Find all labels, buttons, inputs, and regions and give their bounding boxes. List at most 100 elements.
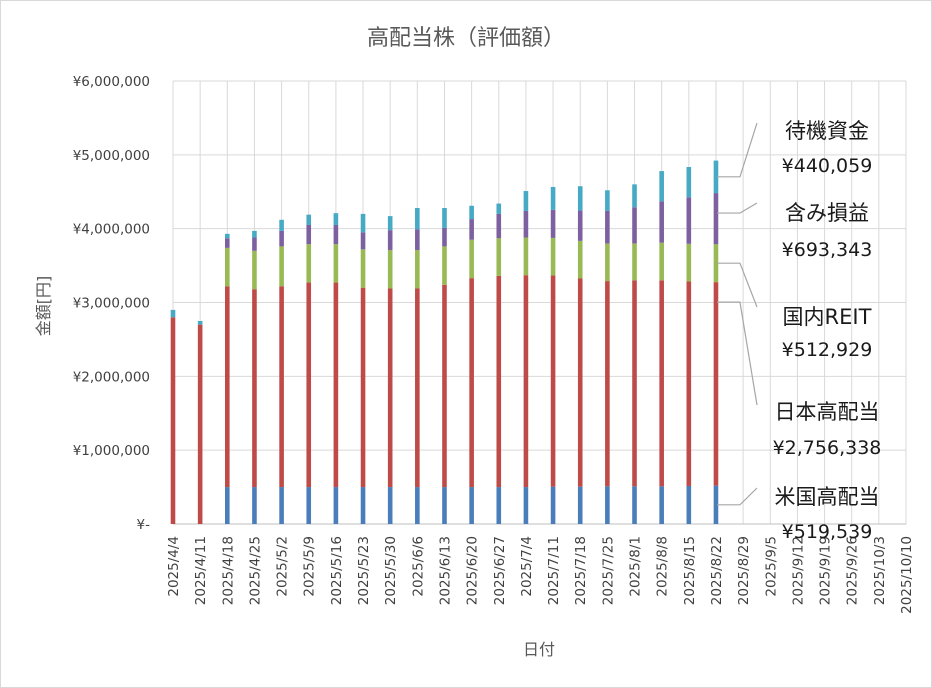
y-tick-label: ¥- — [137, 517, 151, 533]
bar-segment — [279, 219, 284, 231]
bar-segment — [252, 289, 257, 488]
bar-segment — [442, 284, 447, 488]
x-tick-label: 2025/7/11 — [546, 536, 562, 605]
bar-segment — [360, 249, 366, 288]
bar-segment — [713, 485, 719, 524]
bar-segment — [523, 191, 529, 211]
bar-segment — [659, 201, 664, 243]
bar-segment — [279, 230, 284, 247]
bar-segment — [577, 186, 583, 211]
bar-segment — [197, 320, 203, 325]
bar-segment — [224, 247, 230, 287]
bar-segment — [415, 288, 420, 488]
y-tick-label: ¥4,000,000 — [73, 222, 150, 238]
bar-segment — [306, 487, 312, 524]
bar-segment — [550, 209, 556, 238]
x-tick-label: 2025/5/2 — [275, 536, 291, 597]
annotation-leader-line — [716, 301, 758, 406]
x-tick-label: 2025/9/26 — [845, 536, 861, 605]
bar-segment — [333, 282, 339, 488]
bar-segment — [713, 244, 719, 283]
bar-segment — [442, 207, 447, 228]
bar-segment — [550, 486, 556, 524]
y-tick-label: ¥3,000,000 — [73, 296, 150, 312]
x-tick-label: 2025/4/11 — [193, 536, 209, 605]
x-tick-label: 2025/8/22 — [709, 536, 725, 605]
x-tick-label: 2025/8/1 — [628, 536, 644, 597]
bar-segment — [197, 324, 203, 524]
bar-segment — [469, 487, 474, 524]
bar-segment — [713, 160, 719, 194]
x-tick-label: 2025/4/25 — [247, 536, 263, 605]
x-tick-label: 2025/6/20 — [465, 536, 481, 605]
bar-segment — [170, 317, 176, 524]
y-tick-label: ¥5,000,000 — [73, 148, 150, 164]
bar-segment — [252, 487, 257, 524]
bar-segment — [360, 487, 366, 524]
bar-segment — [306, 244, 312, 283]
bar-segment — [306, 224, 312, 245]
bar-segment — [550, 237, 556, 276]
bar-segment — [523, 487, 529, 524]
annotation-value: ¥519,539 — [782, 521, 873, 543]
bar-segment — [713, 282, 719, 486]
bar-segment — [577, 486, 583, 524]
bar-segment — [659, 171, 664, 202]
bar-segment — [279, 286, 284, 488]
bar-segment — [469, 219, 474, 240]
bar-segment — [577, 278, 583, 487]
bar-segment — [523, 237, 529, 276]
y-tick-label: ¥2,000,000 — [73, 369, 150, 385]
bar-segment — [686, 281, 692, 486]
bar-segment — [387, 250, 393, 289]
bar-segment — [415, 207, 420, 230]
bar-segment — [387, 216, 393, 231]
bar-segment — [306, 282, 312, 488]
bar-segment — [496, 275, 502, 488]
y-axis-ticks: ¥- ¥1,000,000 ¥2,000,000 ¥3,000,000 ¥4,000,0… — [73, 74, 150, 533]
annotation-name: 待機資金 — [785, 119, 869, 143]
bar-segment — [306, 214, 312, 225]
bar-segment — [252, 230, 257, 238]
x-tick-label: 2025/9/19 — [818, 536, 834, 605]
x-tick-label: 2025/8/15 — [682, 536, 698, 605]
annotation-name: 含み損益 — [785, 201, 869, 225]
bar-segment — [333, 224, 339, 245]
x-tick-label: 2025/5/16 — [329, 536, 345, 605]
bar-segment — [659, 242, 664, 281]
bar-segment — [224, 233, 230, 239]
annotation-value: ¥512,929 — [782, 339, 873, 361]
bar-segment — [605, 190, 610, 211]
x-tick-label: 2025/5/23 — [356, 536, 372, 605]
bar-segment — [333, 213, 339, 225]
bar-segment — [605, 281, 610, 487]
bar-segment — [632, 207, 637, 244]
bar-segment — [387, 230, 393, 251]
bar-segment — [442, 246, 447, 285]
bar-segment — [333, 487, 339, 524]
x-tick-label: 2025/9/5 — [763, 536, 779, 597]
bar-segment — [686, 243, 692, 282]
x-tick-label: 2025/9/12 — [790, 536, 806, 605]
annotations: 待機資金 ¥440,059 含み損益 ¥693,343 国内REIT ¥512,929 日本… — [716, 119, 882, 543]
bar-segment — [469, 239, 474, 279]
bar-segment — [632, 486, 637, 524]
bar-segment — [224, 286, 230, 488]
x-axis-ticks: 2025/4/4 2025/4/11 2025/4/18 2025/4/25 2025/… — [166, 536, 915, 614]
bar-segment — [496, 238, 502, 276]
x-tick-label: 2025/8/29 — [736, 536, 752, 605]
bar-segment — [279, 246, 284, 287]
bar-segment — [252, 250, 257, 290]
bar-segment — [632, 184, 637, 208]
x-tick-label: 2025/7/18 — [573, 536, 589, 605]
annotation-value: ¥2,756,338 — [773, 437, 882, 459]
bar-segment — [469, 205, 474, 220]
bars — [170, 160, 719, 524]
x-tick-label: 2025/7/4 — [519, 536, 535, 597]
y-tick-label: ¥1,000,000 — [73, 443, 150, 459]
bar-segment — [496, 203, 502, 214]
bar-segment — [360, 232, 366, 250]
x-tick-label: 2025/6/6 — [410, 536, 426, 597]
